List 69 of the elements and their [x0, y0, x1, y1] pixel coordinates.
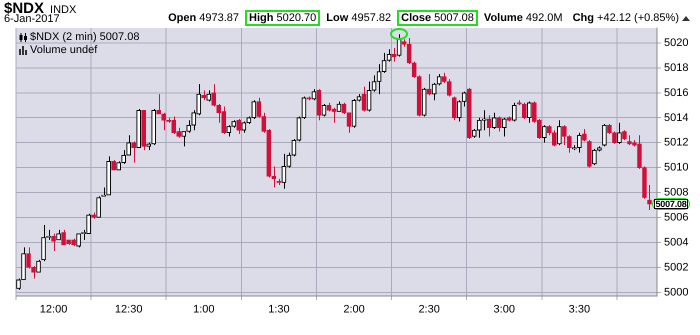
- candlestick: [502, 117, 507, 137]
- candlestick: [562, 124, 567, 146]
- candlestick: [512, 102, 517, 122]
- candlestick: [362, 86, 366, 112]
- candlestick: [486, 114, 492, 137]
- candlestick: [236, 118, 242, 134]
- x-tick-label: 3:30: [568, 304, 590, 316]
- candlestick: [316, 88, 322, 121]
- candlestick: [462, 91, 467, 108]
- candlestick: [436, 74, 442, 86]
- candlestick: [181, 130, 186, 147]
- y-tick-label: 5006: [664, 212, 688, 224]
- candlestick: [492, 112, 497, 130]
- text: Open 4973.87: [168, 12, 240, 24]
- candlestick: [602, 123, 607, 147]
- y-tick-label: 5012: [664, 136, 688, 149]
- y-tick-label: 5002: [664, 261, 688, 274]
- candlestick: [206, 90, 212, 102]
- y-tick-label: 5008: [664, 186, 688, 199]
- x-tick-label: 12:00: [40, 304, 68, 316]
- candlestick: [526, 101, 532, 124]
- candlestick: [647, 184, 652, 210]
- annotation: Volume undef: [30, 44, 98, 57]
- text: Volume 492.0M: [484, 12, 563, 24]
- candlestick: [617, 122, 622, 144]
- x-tick-label: 1:00: [193, 304, 215, 316]
- candlestick: [522, 102, 527, 120]
- y-tick-label: 5004: [664, 236, 688, 248]
- y-tick-label: 5014: [664, 112, 688, 124]
- candlestick: [426, 74, 432, 96]
- candlestick: [587, 140, 592, 168]
- candlestick: [442, 72, 446, 84]
- candlestick: [322, 104, 326, 118]
- x-tick-label: 3:00: [494, 304, 515, 316]
- candlestick: [432, 82, 436, 101]
- candlestick: [312, 88, 316, 101]
- candlestick: [452, 96, 457, 121]
- x-tick-label: 2:00: [343, 304, 365, 316]
- candlestick: [557, 120, 562, 146]
- candlestick: [96, 196, 101, 218]
- candlestick: [51, 233, 56, 252]
- highlight-ellipse: 5007.08: [652, 198, 690, 210]
- candlestick: [226, 124, 232, 137]
- candlestick: [156, 94, 162, 115]
- y-tick-label: 5016: [664, 86, 688, 99]
- text: Low 4957.82: [326, 12, 392, 24]
- candlestick: [582, 128, 587, 142]
- text: Close 5007.08: [401, 12, 474, 24]
- annotation: $NDX (2 min) 5007.08: [30, 31, 140, 44]
- candlestick: [622, 130, 627, 141]
- candlestick: [456, 100, 462, 122]
- y-tick-label: 5000: [664, 286, 688, 298]
- text: Chg +42.12 (+0.85%): [572, 12, 679, 24]
- candlestick: [56, 229, 61, 240]
- candlestick: [396, 34, 402, 58]
- x-tick-label: 2:30: [418, 304, 440, 316]
- y-tick-label: 5010: [664, 162, 688, 174]
- y-tick-label: 5018: [664, 62, 688, 74]
- text: High 5020.70: [249, 12, 316, 24]
- x-tick-label: 1:30: [268, 304, 290, 316]
- y-tick-label: 5020: [664, 36, 688, 49]
- x-tick-label: 12:30: [114, 304, 142, 316]
- candlestick: [542, 124, 547, 144]
- candlestick: [131, 140, 136, 164]
- candlestick: [36, 259, 41, 273]
- candlestick: [567, 134, 572, 154]
- candlestick: [256, 97, 262, 118]
- candlestick: [446, 78, 452, 98]
- candlestick: [496, 116, 502, 132]
